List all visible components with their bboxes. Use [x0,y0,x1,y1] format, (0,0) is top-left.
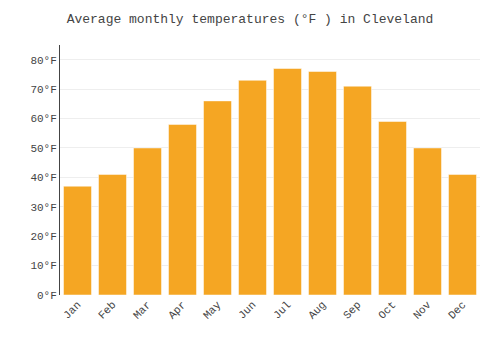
svg-text:0°F: 0°F [37,290,57,302]
svg-text:Jul: Jul [271,299,293,321]
svg-text:Oct: Oct [376,299,398,321]
svg-text:60°F: 60°F [30,113,56,125]
svg-text:Feb: Feb [96,299,118,321]
svg-text:May: May [201,299,224,322]
svg-text:30°F: 30°F [30,202,56,214]
svg-text:Dec: Dec [446,299,468,321]
svg-text:Jun: Jun [236,299,258,321]
svg-text:Mar: Mar [131,299,153,321]
svg-text:50°F: 50°F [30,143,56,155]
svg-text:20°F: 20°F [30,231,56,243]
svg-text:Average monthly temperatures (: Average monthly temperatures (°F ) in Cl… [67,12,434,27]
svg-text:70°F: 70°F [30,84,56,96]
svg-text:Aug: Aug [306,299,328,321]
svg-text:40°F: 40°F [30,172,56,184]
svg-text:10°F: 10°F [30,260,56,272]
svg-text:Apr: Apr [166,299,188,321]
svg-text:80°F: 80°F [30,55,56,67]
svg-text:Nov: Nov [411,299,434,322]
svg-text:Jan: Jan [61,299,83,321]
svg-text:Sep: Sep [341,299,363,321]
